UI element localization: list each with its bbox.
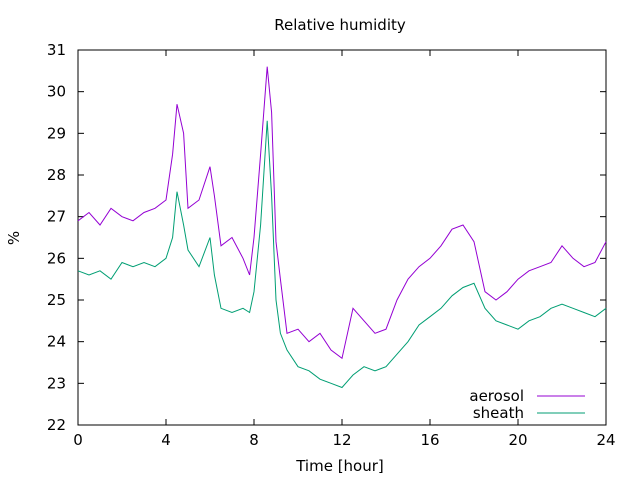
x-tick-label: 20 bbox=[508, 431, 527, 449]
x-tick-label: 8 bbox=[249, 431, 259, 449]
chart-title: Relative humidity bbox=[274, 16, 406, 34]
x-tick-label: 24 bbox=[596, 431, 615, 449]
x-tick-label: 16 bbox=[420, 431, 439, 449]
x-tick-label: 0 bbox=[73, 431, 83, 449]
y-tick-label: 30 bbox=[47, 83, 66, 101]
series-line-aerosol bbox=[77, 66, 607, 360]
y-axis: 22 23 24 25 26 27 28 29 30 31 bbox=[47, 41, 606, 434]
plot-border bbox=[77, 49, 607, 426]
y-tick-label: 22 bbox=[47, 416, 66, 434]
x-tick-label: 12 bbox=[332, 431, 351, 449]
series-lines bbox=[77, 66, 607, 389]
y-tick-label: 31 bbox=[47, 41, 66, 59]
y-tick-label: 24 bbox=[47, 333, 66, 351]
x-axis-title: Time [hour] bbox=[295, 457, 384, 475]
series-line-sheath bbox=[77, 120, 607, 389]
y-tick-label: 23 bbox=[47, 374, 66, 392]
legend-label-sheath: sheath bbox=[473, 404, 524, 422]
x-axis: 0 4 8 12 16 20 24 bbox=[73, 50, 616, 449]
y-tick-label: 26 bbox=[47, 249, 66, 267]
plot-frame bbox=[77, 49, 607, 426]
y-tick-label: 25 bbox=[47, 291, 66, 309]
y-tick-label: 29 bbox=[47, 124, 66, 142]
legend-label-aerosol: aerosol bbox=[469, 387, 524, 405]
y-tick-label: 27 bbox=[47, 208, 66, 226]
y-axis-title: % bbox=[5, 231, 23, 245]
x-tick-label: 4 bbox=[161, 431, 171, 449]
y-tick-label: 28 bbox=[47, 166, 66, 184]
